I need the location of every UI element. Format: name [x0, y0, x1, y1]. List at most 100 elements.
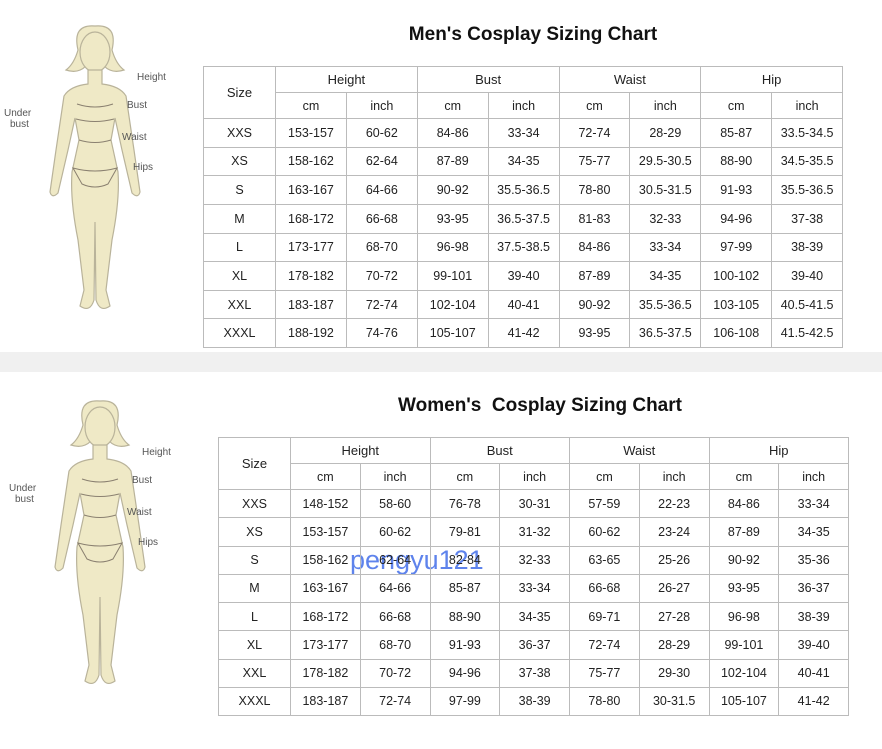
size-row: XXS 148-152 58-60 76-78 30-31 57-59 22-23 84-86… — [218, 488, 850, 519]
measure-cell: 64-66 — [359, 573, 431, 604]
measure-cell: 36.5-37.5 — [487, 203, 560, 234]
measure-cell: 102-104 — [708, 658, 780, 688]
body — [54, 444, 146, 685]
measure-cell: 32-33 — [499, 545, 571, 575]
size-row: XXS 153-157 60-62 84-86 33-34 72-74 28-29 85-87… — [203, 118, 844, 148]
measure-cell: 68-70 — [345, 232, 418, 263]
measure-cell: 39-40 — [487, 261, 560, 291]
unit-header: cm — [558, 92, 631, 119]
measure-cell: 68-70 — [359, 630, 431, 660]
unit-header: inch — [778, 463, 850, 490]
head — [84, 406, 116, 448]
measure-cell: 75-77 — [569, 658, 640, 688]
size-cell: XXS — [203, 118, 276, 148]
bust-band — [81, 478, 119, 483]
measure-cell: 84-86 — [416, 118, 489, 148]
measure-cell: 40-41 — [778, 658, 850, 688]
size-cell: XL — [203, 261, 276, 291]
figure-label: Height — [142, 447, 171, 458]
measure-cell: 28-29 — [629, 118, 702, 148]
measure-cell: 37-38 — [499, 658, 571, 688]
measure-cell: 30-31 — [499, 488, 571, 519]
measure-cell: 91-93 — [429, 630, 501, 660]
measure-cell: 105-107 — [416, 318, 489, 348]
size-cell: XXL — [203, 289, 276, 320]
measure-cell: 84-86 — [708, 488, 780, 519]
figure-label: Waist — [122, 132, 147, 143]
size-cell: S — [218, 545, 291, 575]
unit-header: inch — [771, 92, 844, 119]
body-figure: Height Under bust Bust Waist Hips — [9, 400, 171, 685]
size-row: XXL 178-182 70-72 94-96 37-38 75-77 29-30 102-1… — [218, 658, 850, 688]
measure-cell: 30-31.5 — [638, 686, 710, 717]
measure-cell: 35-36 — [778, 545, 850, 575]
size-row: M 168-172 66-68 93-95 36.5-37.5 81-83 32-33 94-… — [203, 203, 844, 234]
unit-header: inch — [345, 92, 418, 119]
measure-cell: 183-187 — [275, 289, 347, 320]
measure-cell: 32-33 — [629, 203, 702, 234]
measure-cell: 72-74 — [558, 118, 631, 148]
unit-header: cm — [429, 463, 501, 490]
measure-cell: 36.5-37.5 — [629, 318, 702, 348]
measure-cell: 78-80 — [558, 175, 631, 205]
measure-cell: 178-182 — [275, 261, 347, 291]
size-cell: XXXL — [203, 318, 276, 348]
unit-row: cm inch cm inch cm inch cm inch — [204, 92, 844, 119]
measure-cell: 90-92 — [558, 289, 631, 320]
measure-cell: 153-157 — [275, 118, 347, 148]
size-cell: L — [203, 232, 276, 263]
measure-cell: 188-192 — [275, 318, 347, 348]
size-row: M 163-167 64-66 85-87 33-34 66-68 26-27 93-95 36… — [218, 573, 850, 604]
group-header: Waist — [558, 66, 702, 93]
measure-cell: 39-40 — [778, 630, 850, 660]
unit-header: inch — [629, 92, 702, 119]
measure-cell: 153-157 — [290, 517, 361, 547]
hip-band — [76, 542, 124, 563]
measure-cell: 163-167 — [290, 573, 361, 604]
figure-label: Bust — [127, 100, 147, 111]
measure-cell: 33-34 — [487, 118, 560, 148]
measure-cell: 87-89 — [708, 517, 780, 547]
measure-cell: 173-177 — [275, 232, 347, 263]
measure-cell: 38-39 — [778, 601, 850, 632]
measure-cell: 25-26 — [638, 545, 710, 575]
underbust-band — [75, 118, 115, 122]
measure-cell: 40.5-41.5 — [771, 289, 844, 320]
measure-cell: 35.5-36.5 — [487, 175, 560, 205]
measure-cell: 90-92 — [708, 545, 780, 575]
measure-cell: 72-74 — [359, 686, 431, 717]
unit-header: cm — [700, 92, 773, 119]
measure-cell: 90-92 — [416, 175, 489, 205]
size-cell: XXL — [218, 658, 291, 688]
size-header: Size — [203, 66, 276, 119]
group-header: Waist — [569, 437, 710, 464]
measure-cell: 63-65 — [569, 545, 640, 575]
unit-header: cm — [708, 463, 780, 490]
measure-cell: 70-72 — [345, 261, 418, 291]
unit-header: inch — [499, 463, 571, 490]
size-cell: XS — [203, 146, 276, 177]
measure-cell: 30.5-31.5 — [629, 175, 702, 205]
size-row: S 158-162 62-64 82-84 32-33 63-65 25-26 90-92 35… — [218, 545, 850, 575]
size-row: L 173-177 68-70 96-98 37.5-38.5 84-86 33-34 97-… — [203, 232, 844, 263]
measure-cell: 81-83 — [558, 203, 631, 234]
measure-cell: 33-34 — [629, 232, 702, 263]
unit-row: cm inch cm inch cm inch cm inch — [219, 463, 850, 490]
measure-cell: 66-68 — [345, 203, 418, 234]
measure-cell: 93-95 — [558, 318, 631, 348]
measure-cell: 31-32 — [499, 517, 571, 547]
measure-cell: 35.5-36.5 — [629, 289, 702, 320]
figure-label: Under bust — [4, 108, 32, 130]
measure-cell: 62-64 — [345, 146, 418, 177]
measure-cell: 183-187 — [290, 686, 361, 717]
figure-label: Under bust — [9, 483, 37, 505]
size-header: Size — [218, 437, 291, 490]
measure-cell: 27-28 — [638, 601, 710, 632]
measure-cell: 26-27 — [638, 573, 710, 604]
measure-cell: 36-37 — [499, 630, 571, 660]
measure-cell: 23-24 — [638, 517, 710, 547]
size-cell: M — [218, 573, 291, 604]
measure-cell: 79-81 — [429, 517, 501, 547]
measure-cell: 34-35 — [487, 146, 560, 177]
unit-header: cm — [416, 92, 489, 119]
